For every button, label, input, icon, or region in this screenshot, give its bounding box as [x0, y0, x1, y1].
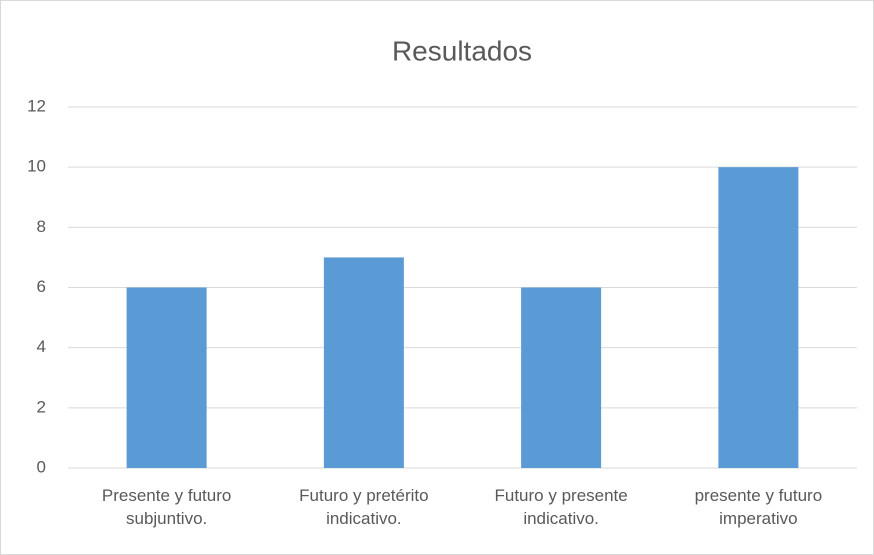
x-tick-label: Presente y futuro subjuntivo.: [101, 486, 232, 528]
x-tick-label: presente y futuro imperativo: [694, 486, 823, 528]
bar: [718, 167, 799, 468]
y-tick-label: 2: [37, 397, 46, 416]
y-tick-label: 12: [27, 96, 46, 115]
bar: [126, 287, 207, 468]
y-tick-label: 4: [37, 337, 46, 356]
y-tick-label: 8: [37, 217, 46, 236]
y-tick-label: 6: [37, 277, 46, 296]
x-tick-label: Futuro y presente indicativo.: [494, 486, 628, 528]
y-tick-label: 0: [37, 457, 46, 476]
x-tick-label: Futuro y pretérito indicativo.: [299, 486, 429, 528]
chart-title: Resultados: [392, 35, 532, 66]
bar: [323, 257, 404, 468]
y-tick-label: 10: [27, 157, 46, 176]
bar: [521, 287, 602, 468]
